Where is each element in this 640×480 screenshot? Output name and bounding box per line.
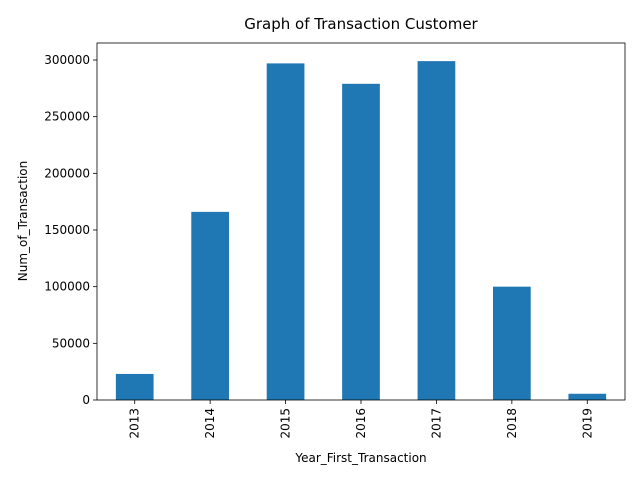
bar-2017 (417, 61, 456, 400)
plot-frame (96, 42, 626, 401)
x-tick-label: 2013 (128, 408, 142, 439)
x-axis-label: Year_First_Transaction (294, 451, 426, 465)
y-tick-label: 100000 (44, 280, 90, 294)
x-tick-label: 2014 (203, 408, 217, 439)
y-axis-label: Num_of_Transaction (16, 161, 30, 282)
chart-title: Graph of Transaction Customer (244, 15, 478, 33)
x-tick-label: 2019 (580, 408, 594, 439)
y-tick-label: 0 (82, 393, 90, 407)
bar-2015 (266, 63, 305, 401)
bars-layer (115, 61, 607, 401)
x-tick-label: 2018 (505, 408, 519, 439)
x-axis-ticks: 2013 2014 2015 2016 2017 2018 2019 (128, 400, 594, 439)
bar-2018 (493, 286, 531, 400)
y-tick-label: 300000 (44, 53, 90, 67)
bar-2016 (342, 83, 380, 401)
bar-2014 (191, 211, 229, 400)
y-tick-label: 200000 (44, 166, 90, 180)
x-tick-label: 2015 (279, 408, 293, 439)
y-tick-label: 150000 (44, 223, 90, 237)
bar-2019 (568, 393, 607, 400)
y-tick-label: 250000 (44, 110, 90, 124)
y-axis-ticks: 0 50000 100000 150000 200000 250000 300000 (44, 53, 97, 407)
x-tick-label: 2017 (429, 408, 443, 439)
bar-2013 (115, 373, 154, 400)
x-tick-label: 2016 (354, 408, 368, 439)
y-tick-label: 50000 (52, 336, 90, 350)
